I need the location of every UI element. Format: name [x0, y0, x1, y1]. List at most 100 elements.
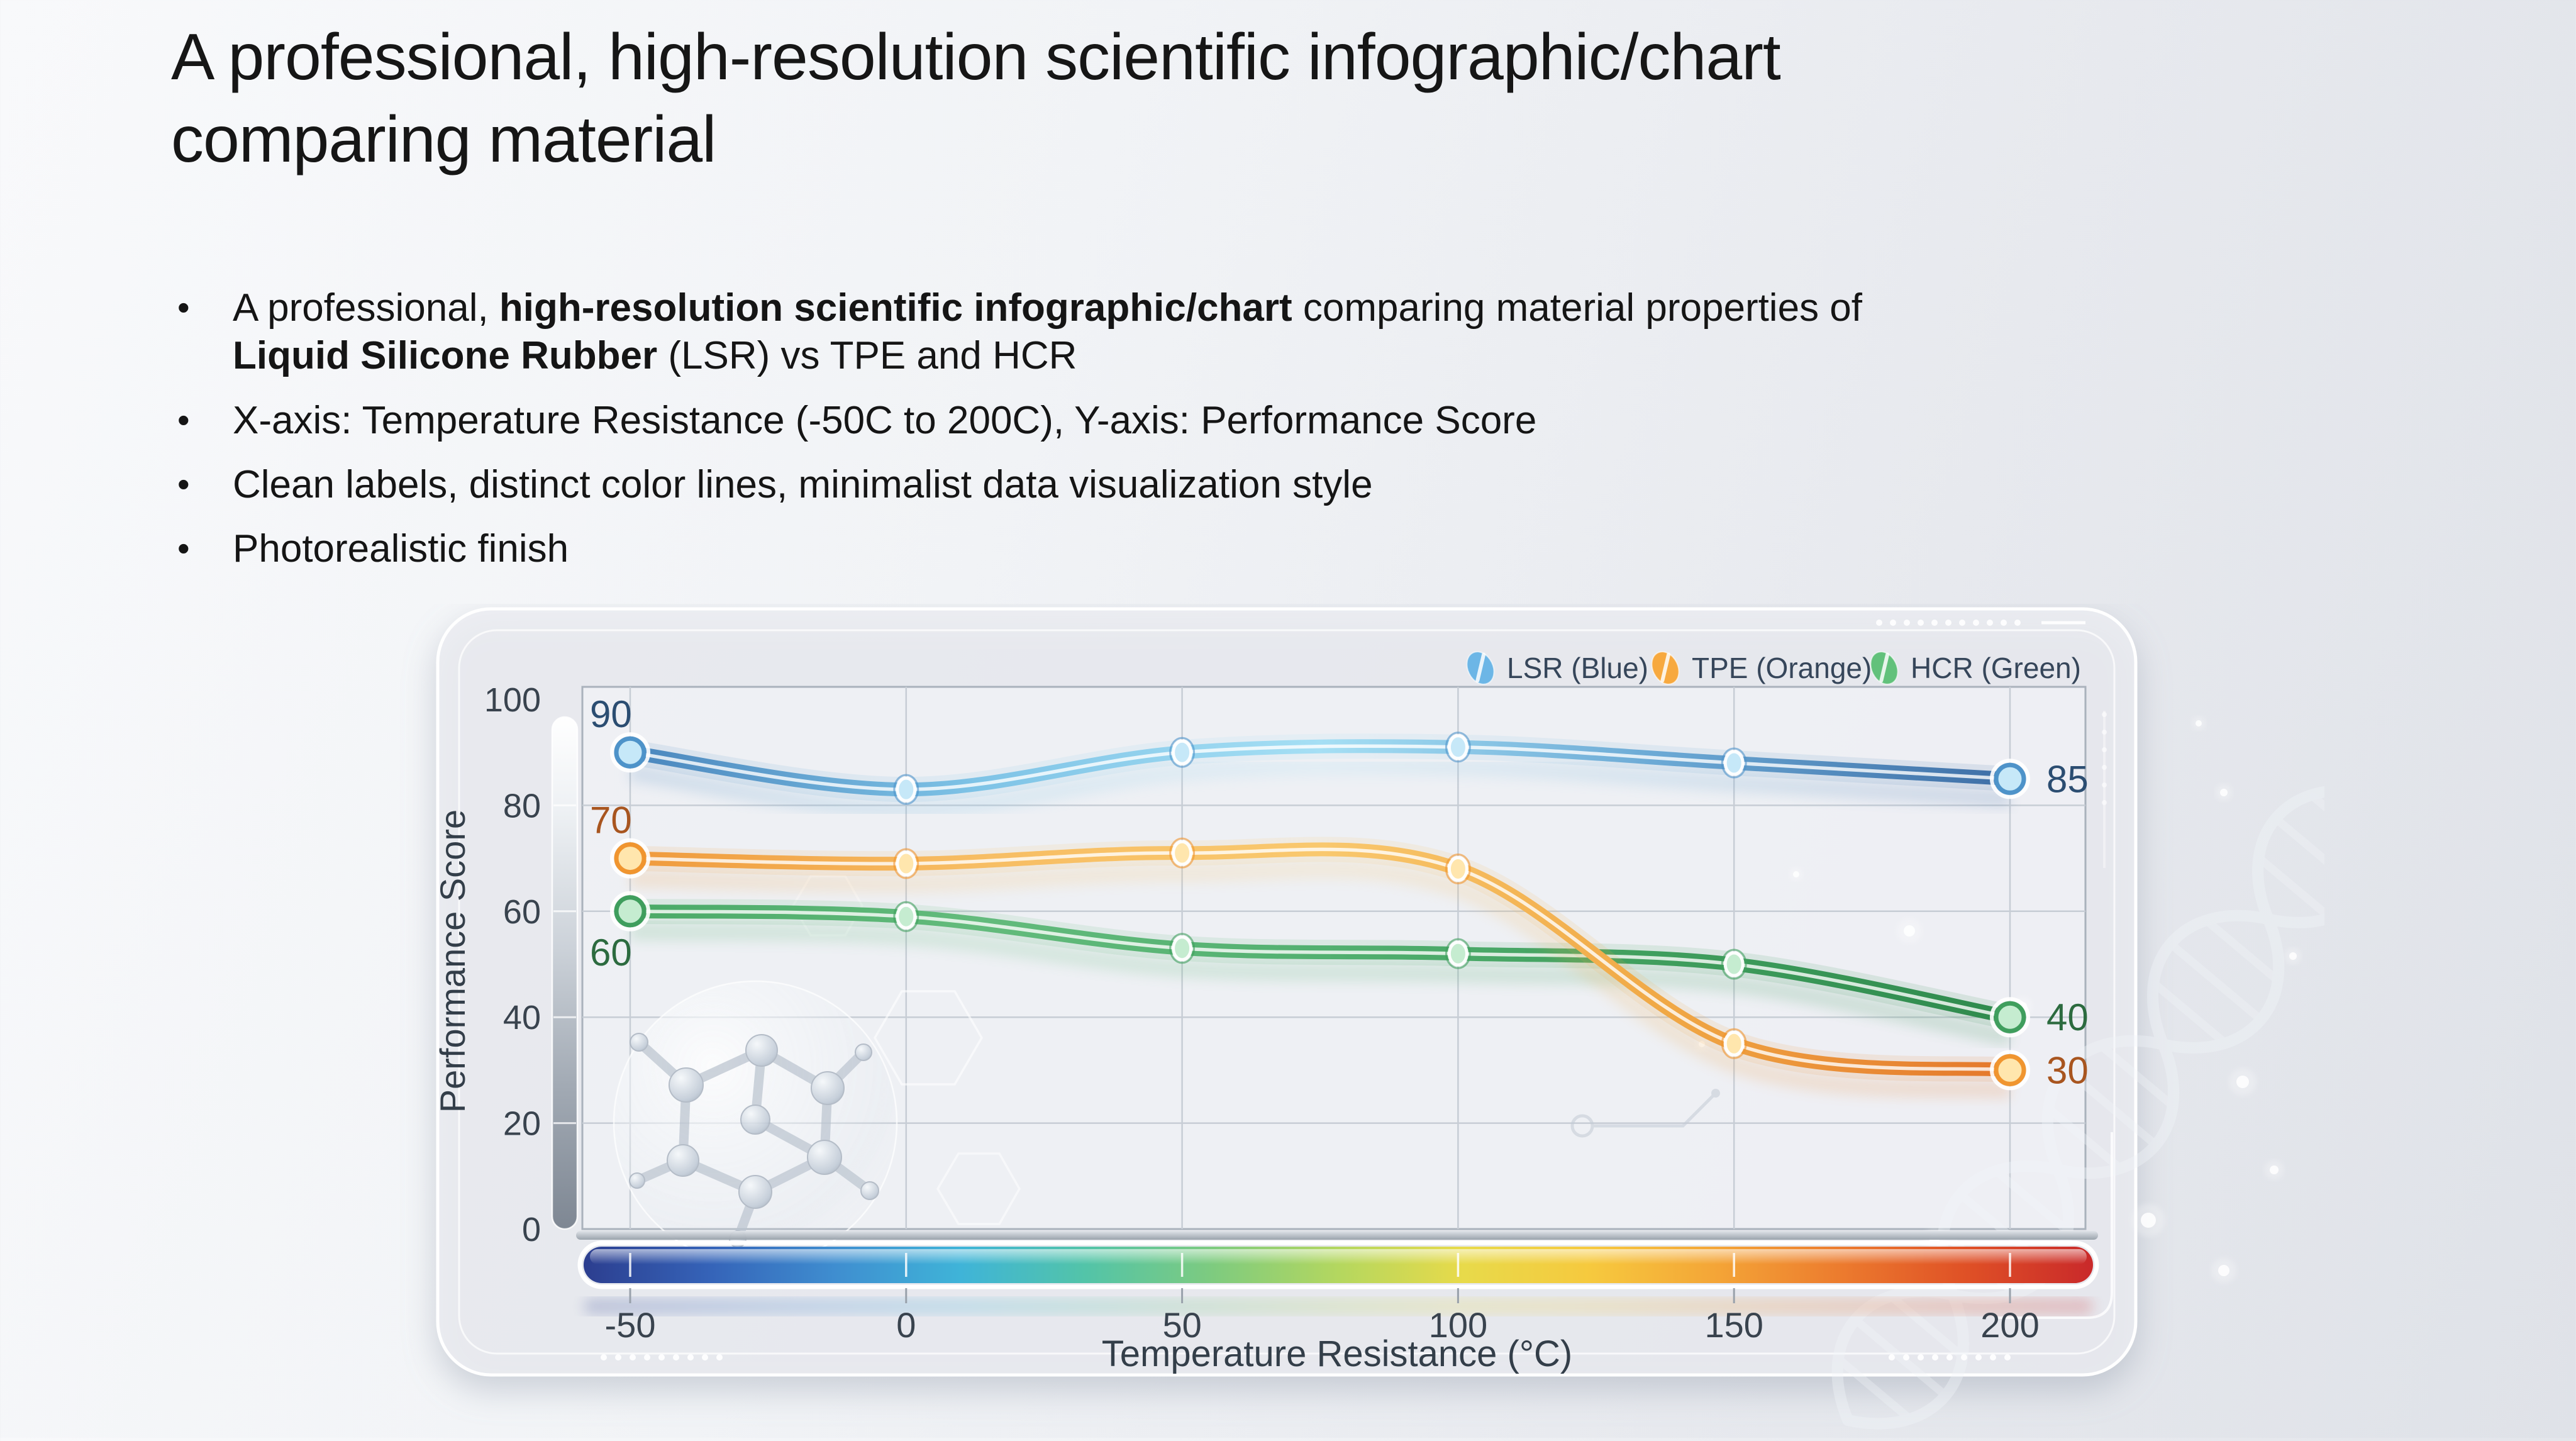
y-tick-label: 40 — [503, 999, 541, 1037]
title-line-1: A professional, high-resolution scientif… — [171, 16, 2511, 99]
hud-dot — [1890, 620, 1896, 626]
hud-dot — [2102, 730, 2107, 735]
hud-dot — [1931, 620, 1938, 626]
data-point-marker — [1449, 736, 1467, 759]
bullet-marker: • — [177, 397, 233, 445]
sparkle — [2220, 789, 2228, 796]
colorbar-gloss — [590, 1249, 2087, 1264]
hud-dot — [716, 1354, 723, 1360]
hud-dot — [2102, 800, 2107, 805]
end-value-label: 40 — [2046, 996, 2089, 1038]
hud-dot — [687, 1354, 694, 1360]
hud-dot — [2102, 765, 2107, 770]
data-point-marker — [1725, 1032, 1743, 1055]
data-point-marker — [1174, 741, 1191, 764]
hud-dot — [1945, 620, 1951, 626]
hud-dot — [2102, 782, 2107, 787]
hud-dot — [1918, 620, 1924, 626]
bullet-marker: • — [177, 525, 233, 573]
hud-dot — [1973, 620, 1979, 626]
hud-dot — [644, 1354, 650, 1360]
hud-dot — [1946, 1354, 1953, 1360]
data-point-marker — [897, 905, 915, 928]
sparkle — [2141, 1213, 2156, 1228]
hud-dot — [658, 1354, 665, 1360]
hud-dot — [1876, 620, 1882, 626]
data-point-marker — [1174, 842, 1191, 864]
y-axis-metallic-bar — [552, 717, 577, 1229]
bullet-marker: • — [177, 284, 233, 381]
sparkle — [1793, 871, 1799, 877]
sparkle — [2270, 1166, 2279, 1174]
molecule-watermark — [614, 981, 897, 1264]
y-tick-label: 20 — [503, 1105, 541, 1143]
y-axis-title: Performance Score — [433, 810, 472, 1113]
hud-dot — [601, 1354, 607, 1360]
colorbar-reflection — [584, 1298, 2093, 1315]
bullet-item: •Clean labels, distinct color lines, min… — [177, 461, 2429, 509]
hud-dot — [1918, 1354, 1924, 1360]
y-tick-label: 60 — [503, 893, 541, 931]
data-point-marker — [1725, 752, 1743, 774]
hud-dot — [2001, 620, 2007, 626]
start-value-label: 60 — [590, 932, 632, 974]
bullet-text: A professional, high-resolution scientif… — [233, 284, 2429, 381]
data-point-marker — [1996, 1056, 2024, 1084]
bullet-text: Photorealistic finish — [233, 525, 2429, 573]
data-point-marker — [1996, 1003, 2024, 1031]
bullet-item: •Photorealistic finish — [177, 525, 2429, 573]
bullet-item: •A professional, high-resolution scienti… — [177, 284, 2429, 381]
hud-dot — [2004, 1354, 2011, 1360]
hud-dot — [1903, 1354, 1909, 1360]
page-title: A professional, high-resolution scientif… — [171, 16, 2511, 181]
legend-label: HCR (Green) — [1911, 652, 2081, 684]
sparkle — [1904, 925, 1915, 937]
y-tick-label: 80 — [503, 787, 541, 825]
data-point-marker — [1996, 765, 2024, 793]
bullet-text: Clean labels, distinct color lines, mini… — [233, 461, 2429, 509]
bullet-marker: • — [177, 461, 233, 509]
hud-dot — [1987, 620, 1993, 626]
end-value-label: 85 — [2046, 758, 2089, 800]
hud-dot — [2014, 620, 2021, 626]
data-point-marker — [616, 898, 644, 925]
sparkle — [2196, 720, 2202, 726]
start-value-label: 90 — [590, 693, 632, 735]
sparkle — [2289, 952, 2297, 960]
data-point-marker — [897, 852, 915, 875]
y-tick-label: 0 — [522, 1211, 541, 1249]
legend: LSR (Blue)TPE (Orange)HCR (Green) — [1462, 647, 2081, 689]
sparkle — [2236, 1076, 2249, 1088]
hud-dot — [1961, 1354, 1967, 1360]
x-axis-title: Temperature Resistance (°C) — [1102, 1333, 1572, 1374]
hud-dot — [1889, 1354, 1895, 1360]
hud-dot — [1932, 1354, 1938, 1360]
title-line-2: comparing material — [171, 99, 2511, 181]
data-point-marker — [1449, 942, 1467, 965]
x-axis-bar — [576, 1231, 2098, 1240]
hud-dot — [702, 1354, 708, 1360]
legend-label: LSR (Blue) — [1507, 652, 1648, 684]
end-value-label: 30 — [2046, 1049, 2089, 1091]
hud-dot — [2102, 747, 2107, 752]
data-point-marker — [897, 778, 915, 801]
hud-dot — [2102, 712, 2107, 717]
data-point-marker — [1449, 857, 1467, 880]
data-point-marker — [616, 738, 644, 766]
hud-dot — [630, 1354, 636, 1360]
y-tick-label: 100 — [484, 681, 541, 719]
x-tick-label: 150 — [1704, 1305, 1763, 1345]
hud-dot — [1904, 620, 1910, 626]
data-point-marker — [1725, 953, 1743, 976]
x-tick-label: 0 — [896, 1305, 916, 1345]
hud-dot — [1959, 620, 1965, 626]
x-tick-label: -50 — [605, 1305, 656, 1345]
start-value-label: 70 — [590, 799, 632, 842]
hud-dot — [673, 1354, 679, 1360]
data-point-marker — [1174, 937, 1191, 960]
hud-dot — [1975, 1354, 1982, 1360]
bullet-text: X-axis: Temperature Resistance (-50C to … — [233, 397, 2429, 445]
